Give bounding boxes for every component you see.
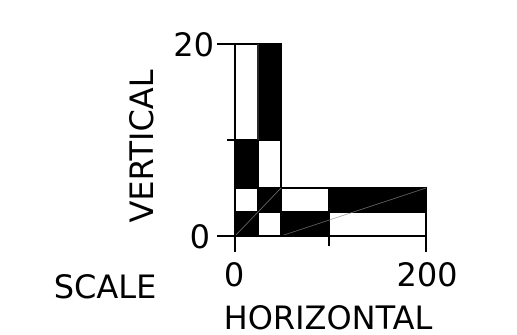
horizontal-bar-block	[280, 187, 330, 213]
horizontal-bar-block	[328, 211, 427, 237]
vertical-axis-label: VERTICAL	[123, 69, 161, 222]
vertical-bar-block	[257, 139, 282, 189]
horizontal-bar-block	[328, 187, 427, 213]
axis-lines	[217, 43, 427, 252]
horizontal-tick-label-right: 200	[396, 256, 457, 294]
vertical-bar-block	[257, 211, 282, 237]
horizontal-axis-label: HORIZONTAL	[224, 299, 433, 335]
horizontal-tick-label-left: 0	[224, 256, 244, 294]
horizontal-scale-bar	[280, 187, 427, 237]
horizontal-bar-block	[280, 211, 330, 237]
diagonal-hairlines	[234, 44, 427, 237]
vertical-bar-block	[234, 187, 259, 213]
vertical-bar-block	[234, 43, 259, 141]
vertical-tick-label-top: 20	[173, 26, 214, 64]
vertical-scale-bar	[234, 43, 282, 237]
scale-title: SCALE	[54, 268, 157, 306]
vertical-bar-block	[234, 139, 259, 189]
vertical-bar-block	[257, 43, 282, 141]
vertical-tick-label-bottom: 0	[190, 218, 210, 256]
